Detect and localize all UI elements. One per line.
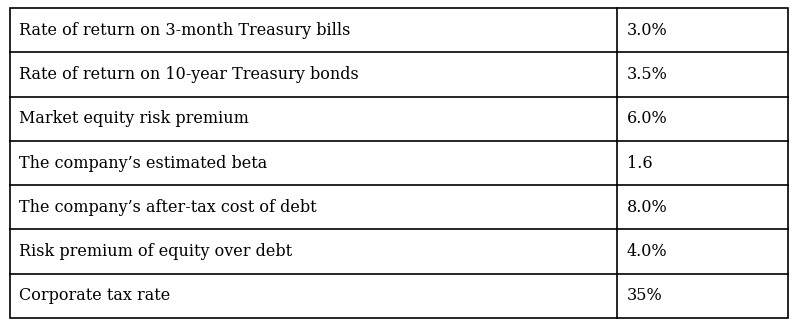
Text: Risk premium of equity over debt: Risk premium of equity over debt bbox=[19, 243, 292, 260]
Text: 3.0%: 3.0% bbox=[626, 22, 667, 39]
Text: The company’s estimated beta: The company’s estimated beta bbox=[19, 155, 267, 171]
Text: Rate of return on 3-month Treasury bills: Rate of return on 3-month Treasury bills bbox=[19, 22, 350, 39]
Text: Market equity risk premium: Market equity risk premium bbox=[19, 110, 249, 127]
Text: 6.0%: 6.0% bbox=[626, 110, 667, 127]
Text: Corporate tax rate: Corporate tax rate bbox=[19, 287, 171, 304]
Text: 1.6: 1.6 bbox=[626, 155, 652, 171]
Text: 8.0%: 8.0% bbox=[626, 199, 667, 216]
Text: 35%: 35% bbox=[626, 287, 662, 304]
Text: 4.0%: 4.0% bbox=[626, 243, 667, 260]
Text: Rate of return on 10-year Treasury bonds: Rate of return on 10-year Treasury bonds bbox=[19, 66, 359, 83]
Text: The company’s after-tax cost of debt: The company’s after-tax cost of debt bbox=[19, 199, 317, 216]
Text: 3.5%: 3.5% bbox=[626, 66, 668, 83]
